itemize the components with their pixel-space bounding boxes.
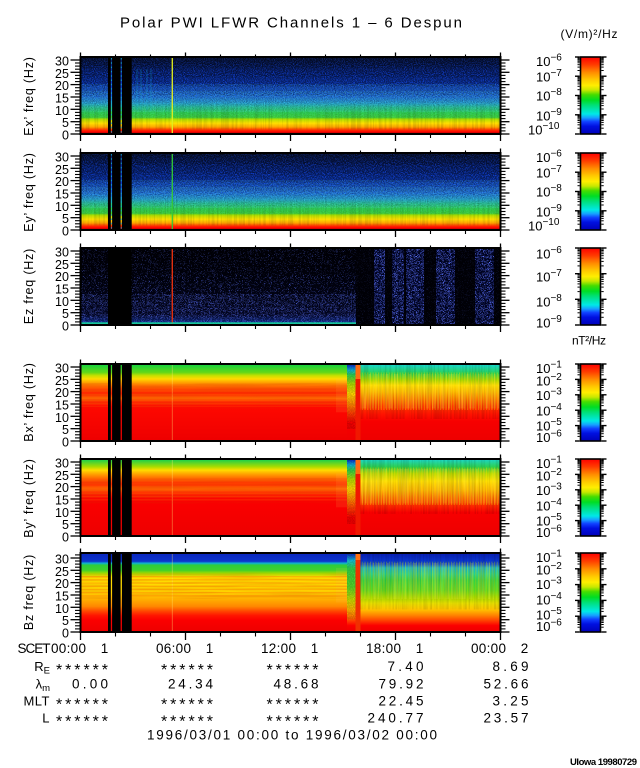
svg-text:5: 5 bbox=[62, 614, 69, 628]
svg-text:25: 25 bbox=[55, 258, 69, 272]
svg-text:Ey’ freq (Hz): Ey’ freq (Hz) bbox=[22, 152, 36, 231]
svg-text:2: 2 bbox=[521, 641, 529, 656]
svg-text:MLT: MLT bbox=[23, 694, 50, 709]
svg-text:0: 0 bbox=[62, 225, 69, 239]
svg-text:30: 30 bbox=[55, 150, 69, 164]
svg-text:00:00: 00:00 bbox=[471, 641, 506, 656]
svg-text:22.45: 22.45 bbox=[379, 694, 424, 709]
svg-text:15: 15 bbox=[55, 493, 69, 507]
svg-text:25: 25 bbox=[55, 163, 69, 177]
svg-text:SCET: SCET bbox=[18, 641, 51, 656]
svg-text:1: 1 bbox=[311, 641, 319, 656]
svg-text:25: 25 bbox=[55, 565, 69, 579]
svg-text:UIowa 19980729: UIowa 19980729 bbox=[570, 757, 637, 768]
svg-text:15: 15 bbox=[55, 187, 69, 201]
svg-text:20: 20 bbox=[55, 577, 69, 591]
svg-text:10: 10 bbox=[55, 411, 69, 425]
svg-text:06:00: 06:00 bbox=[156, 641, 191, 656]
svg-text:24.34: 24.34 bbox=[168, 677, 213, 692]
svg-text:20: 20 bbox=[55, 481, 69, 495]
svg-text:5: 5 bbox=[62, 116, 69, 130]
svg-text:30: 30 bbox=[55, 552, 69, 566]
svg-text:48.68: 48.68 bbox=[274, 677, 319, 692]
svg-text:L: L bbox=[42, 711, 50, 726]
svg-text:1: 1 bbox=[101, 641, 109, 656]
svg-text:0.00: 0.00 bbox=[72, 677, 108, 692]
svg-text:5: 5 bbox=[62, 212, 69, 226]
svg-text:5: 5 bbox=[62, 423, 69, 437]
svg-text:25: 25 bbox=[55, 469, 69, 483]
svg-text:23.57: 23.57 bbox=[484, 711, 529, 726]
svg-text:30: 30 bbox=[55, 456, 69, 470]
svg-text:20: 20 bbox=[55, 386, 69, 400]
svg-text:1996/03/01 00:00 to 1996/03/02: 1996/03/01 00:00 to 1996/03/02 00:00 bbox=[147, 728, 437, 743]
svg-text:By’ freq (Hz): By’ freq (Hz) bbox=[22, 458, 36, 537]
svg-text:30: 30 bbox=[55, 361, 69, 375]
svg-text:20: 20 bbox=[55, 175, 69, 189]
svg-text:12:00: 12:00 bbox=[261, 641, 296, 656]
svg-text:0: 0 bbox=[62, 627, 69, 641]
svg-text:0: 0 bbox=[62, 436, 69, 450]
svg-text:nT²/Hz: nT²/Hz bbox=[572, 334, 606, 348]
svg-text:15: 15 bbox=[55, 91, 69, 105]
svg-text:Ez freq (Hz): Ez freq (Hz) bbox=[22, 248, 36, 324]
svg-text:5: 5 bbox=[62, 307, 69, 321]
svg-text:30: 30 bbox=[55, 54, 69, 68]
svg-text:10: 10 bbox=[55, 104, 69, 118]
svg-text:Bx’ freq (Hz): Bx’ freq (Hz) bbox=[22, 362, 36, 441]
svg-text:240.77: 240.77 bbox=[368, 711, 424, 726]
svg-text:(V/m)²/Hz: (V/m)²/Hz bbox=[561, 27, 618, 41]
svg-text:00:00: 00:00 bbox=[51, 641, 86, 656]
svg-text:10: 10 bbox=[55, 200, 69, 214]
svg-text:10: 10 bbox=[55, 295, 69, 309]
svg-text:0: 0 bbox=[62, 320, 69, 334]
svg-text:Bz freq (Hz): Bz freq (Hz) bbox=[22, 554, 36, 630]
svg-text:10: 10 bbox=[55, 602, 69, 616]
svg-text:18:00: 18:00 bbox=[366, 641, 401, 656]
svg-text:Polar PWI LFWR Channels 1 – 6: Polar PWI LFWR Channels 1 – 6 Despun bbox=[120, 15, 462, 32]
svg-text:5: 5 bbox=[62, 518, 69, 532]
svg-text:20: 20 bbox=[55, 270, 69, 284]
svg-text:52.66: 52.66 bbox=[484, 677, 529, 692]
svg-text:3.25: 3.25 bbox=[493, 694, 529, 709]
svg-text:20: 20 bbox=[55, 79, 69, 93]
svg-text:7.40: 7.40 bbox=[388, 659, 424, 674]
svg-text:79.92: 79.92 bbox=[379, 677, 424, 692]
svg-text:25: 25 bbox=[55, 67, 69, 81]
svg-text:8.69: 8.69 bbox=[493, 659, 529, 674]
svg-text:Ex’ freq (Hz): Ex’ freq (Hz) bbox=[22, 56, 36, 135]
svg-text:15: 15 bbox=[55, 398, 69, 412]
svg-text:30: 30 bbox=[55, 245, 69, 259]
svg-text:1: 1 bbox=[416, 641, 424, 656]
svg-text:10: 10 bbox=[55, 506, 69, 520]
svg-text:1: 1 bbox=[206, 641, 214, 656]
svg-text:15: 15 bbox=[55, 282, 69, 296]
svg-text:0: 0 bbox=[62, 531, 69, 545]
svg-text:15: 15 bbox=[55, 589, 69, 603]
svg-text:0: 0 bbox=[62, 129, 69, 143]
svg-text:25: 25 bbox=[55, 374, 69, 388]
